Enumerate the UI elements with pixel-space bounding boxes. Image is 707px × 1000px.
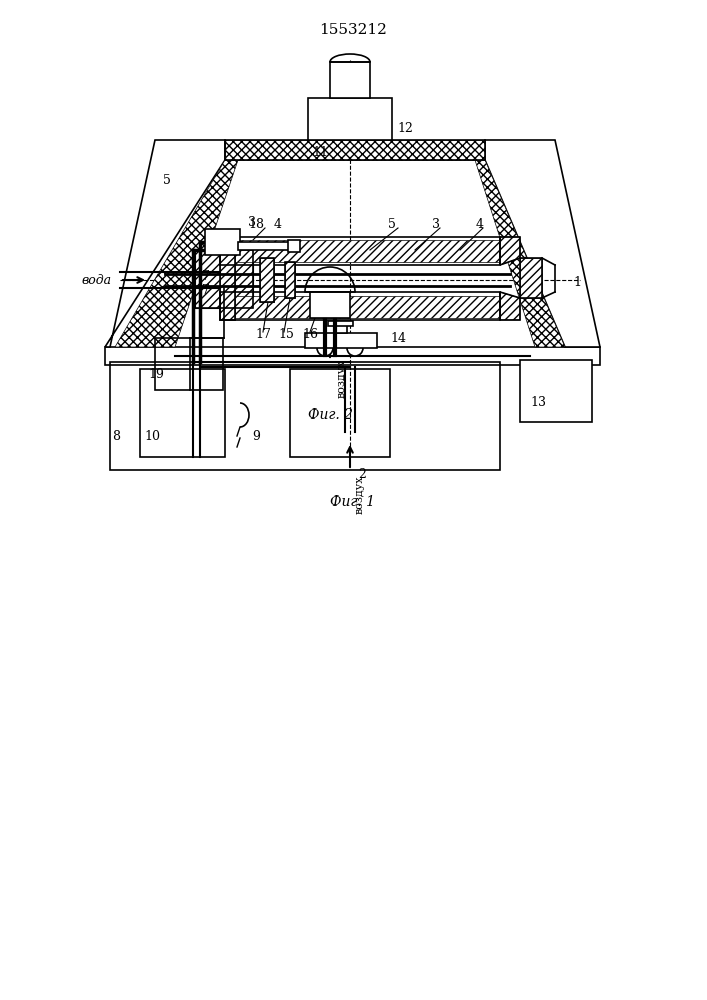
- Text: 7: 7: [202, 270, 210, 284]
- Bar: [220, 296, 500, 318]
- Polygon shape: [475, 160, 565, 347]
- Text: 3: 3: [248, 216, 256, 229]
- Bar: [195, 250, 253, 308]
- Polygon shape: [485, 140, 600, 347]
- Bar: [520, 258, 542, 298]
- Polygon shape: [500, 292, 520, 320]
- Bar: [330, 62, 370, 98]
- Text: 3: 3: [432, 219, 440, 232]
- Bar: [335, 325, 347, 333]
- Text: 8: 8: [112, 430, 120, 444]
- Bar: [260, 258, 274, 302]
- Text: Фиг. 1: Фиг. 1: [330, 495, 375, 509]
- Bar: [140, 369, 225, 457]
- Polygon shape: [105, 140, 225, 347]
- Text: 4: 4: [476, 219, 484, 232]
- Text: 12: 12: [397, 121, 413, 134]
- Bar: [260, 258, 274, 302]
- Text: 1553212: 1553212: [319, 23, 387, 37]
- Text: 1: 1: [573, 275, 581, 288]
- Text: 16: 16: [302, 328, 318, 342]
- Bar: [305, 333, 377, 348]
- Polygon shape: [500, 237, 520, 265]
- Text: 10: 10: [144, 430, 160, 444]
- Circle shape: [347, 340, 363, 356]
- Text: 9: 9: [252, 430, 260, 444]
- Bar: [288, 240, 300, 252]
- Bar: [520, 360, 592, 422]
- Bar: [238, 242, 290, 250]
- Bar: [225, 140, 485, 160]
- Bar: [155, 338, 223, 390]
- Bar: [285, 262, 295, 298]
- Bar: [220, 292, 500, 320]
- Text: 2: 2: [358, 468, 366, 482]
- Bar: [225, 140, 485, 160]
- Text: 5: 5: [388, 219, 396, 232]
- Text: воздух: воздух: [337, 360, 347, 398]
- Text: 19: 19: [148, 368, 164, 381]
- Bar: [220, 237, 500, 265]
- Text: 18: 18: [248, 219, 264, 232]
- Bar: [105, 347, 600, 365]
- Bar: [310, 292, 350, 318]
- Bar: [110, 362, 500, 470]
- Text: 14: 14: [390, 332, 406, 344]
- Bar: [220, 240, 235, 320]
- Text: 7: 7: [202, 284, 210, 296]
- Text: 17: 17: [255, 328, 271, 342]
- Bar: [220, 240, 500, 262]
- Bar: [220, 240, 235, 320]
- Bar: [308, 98, 392, 140]
- Bar: [195, 250, 253, 308]
- Text: 5: 5: [163, 174, 171, 186]
- Circle shape: [317, 340, 333, 356]
- Text: 15: 15: [278, 328, 294, 342]
- Bar: [290, 369, 390, 457]
- Text: воздух: воздух: [355, 475, 365, 514]
- Polygon shape: [115, 160, 238, 347]
- Bar: [285, 262, 295, 298]
- Bar: [328, 321, 353, 326]
- Text: 13: 13: [530, 395, 546, 408]
- Text: Фиг. 2: Фиг. 2: [308, 408, 353, 422]
- Text: 11: 11: [312, 145, 328, 158]
- Text: вода: вода: [82, 273, 112, 286]
- Bar: [205, 229, 240, 255]
- Text: 4: 4: [274, 219, 282, 232]
- Bar: [520, 258, 542, 298]
